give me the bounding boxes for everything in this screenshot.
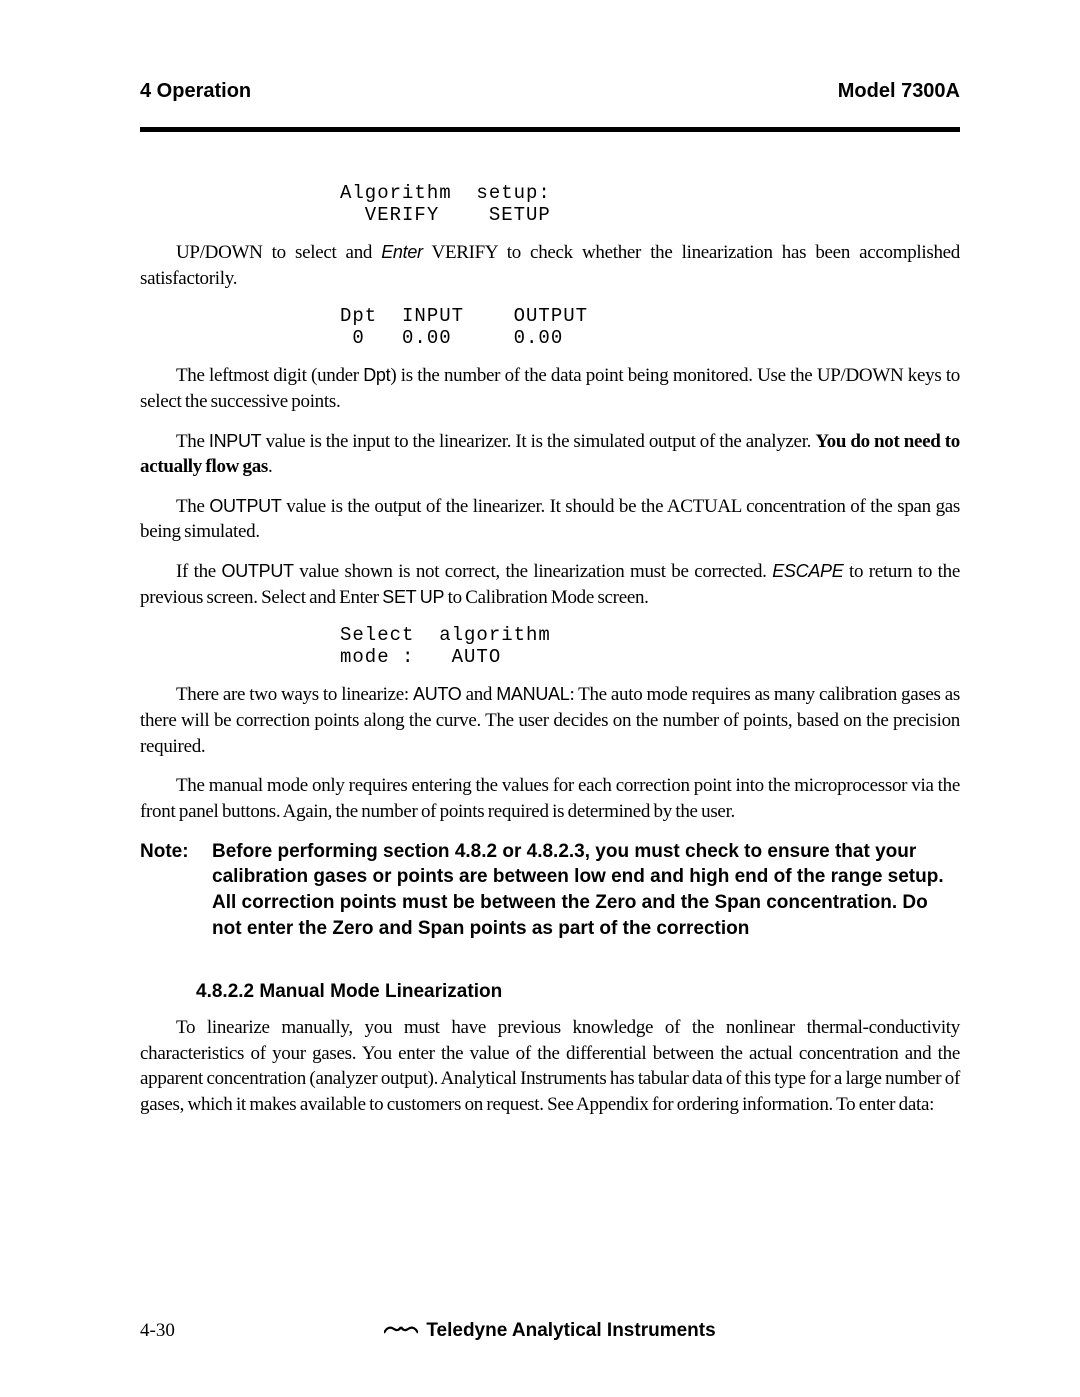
text: The [176,431,209,452]
lcd-display-dpt-table: Dpt INPUT OUTPUT 0 0.00 0.00 [140,305,960,349]
text: to Calibration Mode screen. [444,587,648,608]
footer-brand: Teledyne Analytical Instruments [384,1320,715,1342]
lcd-display-algorithm-setup: Algorithm setup: VERIFY SETUP [140,182,960,226]
paragraph-input-explanation: The INPUT value is the input to the line… [140,429,960,480]
auto-label: AUTO [413,684,461,704]
page-footer: 4-30 Teledyne Analytical Instruments [140,1320,960,1342]
text: The leftmost digit (under [176,365,363,386]
output-label: OUTPUT [209,496,281,516]
text: The [176,496,209,517]
output-label-2: OUTPUT [222,561,294,581]
escape-key-label: ESCAPE [772,561,843,581]
text: UP/DOWN to select and [176,242,381,263]
lcd-display-select-algorithm: Select algorithm mode : AUTO [140,624,960,668]
paragraph-verify-instructions: UP/DOWN to select and Enter VERIFY to ch… [140,240,960,291]
paragraph-linearize-modes: There are two ways to linearize: AUTO an… [140,682,960,759]
text: value shown is not correct, the lineariz… [294,561,772,582]
paragraph-manual-linearization: To linearize manually, you must have pre… [140,1015,960,1118]
enter-key-label: Enter [381,242,423,262]
teledyne-logo-icon [384,1323,418,1339]
text: and [461,684,496,705]
header-section-title: 4 Operation [140,80,251,103]
header-rule [140,127,960,132]
subsection-heading: 4.8.2.2 Manual Mode Linearization [196,981,960,1003]
paragraph-output-correction: If the OUTPUT value shown is not correct… [140,559,960,610]
paragraph-dpt-explanation: The leftmost digit (under Dpt) is the nu… [140,363,960,414]
setup-label: SET UP [382,587,444,607]
manual-label: MANUAL [496,684,569,704]
page-content: 4 Operation Model 7300A Algorithm setup:… [0,0,1080,1192]
text: If the [176,561,222,582]
page-header: 4 Operation Model 7300A [140,80,960,103]
text: value is the input to the linearizer. It… [261,431,815,452]
text: . [268,456,272,477]
page-number: 4-30 [140,1320,175,1342]
paragraph-manual-mode: The manual mode only requires entering t… [140,773,960,824]
text: There are two ways to linearize: [176,684,413,705]
dpt-label: Dpt [363,365,390,385]
footer-brand-text: Teledyne Analytical Instruments [426,1320,715,1342]
header-model: Model 7300A [838,80,960,103]
input-label: INPUT [209,431,262,451]
note-body: Before performing section 4.8.2 or 4.8.2… [212,839,960,942]
note-label: Note: [140,839,212,942]
note-block: Note: Before performing section 4.8.2 or… [140,839,960,942]
paragraph-output-explanation: The OUTPUT value is the output of the li… [140,494,960,545]
